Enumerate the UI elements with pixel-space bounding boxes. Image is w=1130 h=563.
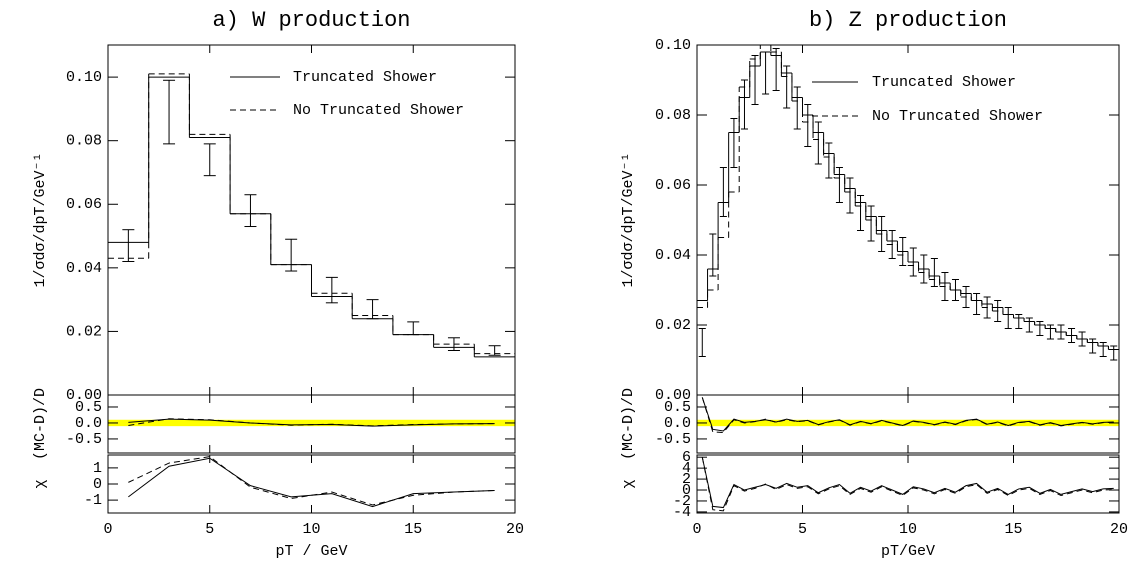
y-tick-label: 0.00 — [66, 387, 102, 404]
legend-label: No Truncated Shower — [872, 108, 1043, 125]
y-tick-label: 0.04 — [655, 247, 691, 264]
x-tick-label: 20 — [506, 521, 524, 538]
y-tick-label: 0.10 — [66, 69, 102, 86]
frame — [107, 454, 516, 514]
y-tick-label: 0.0 — [75, 415, 102, 432]
x-tick-label: 10 — [899, 521, 917, 538]
y-tick-label: 0.5 — [75, 399, 102, 416]
y-tick-label: 4 — [682, 460, 691, 477]
y-axis-label: (MC-D)/D — [32, 388, 49, 460]
legend-label: Truncated Shower — [872, 74, 1016, 91]
x-tick-label: 10 — [302, 521, 320, 538]
x-tick-label: 0 — [103, 521, 112, 538]
x-tick-label: 15 — [404, 521, 422, 538]
y-tick-label: -4 — [673, 504, 691, 521]
y-tick-label: 6 — [682, 449, 691, 466]
series-line — [701, 457, 1114, 512]
series-line — [701, 397, 1114, 434]
legend-label: No Truncated Shower — [293, 102, 464, 119]
frame — [696, 454, 1120, 514]
y-tick-label: 0.5 — [664, 399, 691, 416]
y-tick-label: -0.5 — [655, 431, 691, 448]
legend-label: Truncated Shower — [293, 69, 437, 86]
y-axis-label: (MC-D)/D — [620, 388, 637, 460]
y-tick-label: 1 — [93, 460, 102, 477]
series-line — [128, 418, 495, 427]
chart-title: b) Z production — [809, 8, 1007, 33]
y-axis-label: 1/σdσ/dpT/GeV⁻¹ — [32, 152, 49, 287]
series-line — [128, 457, 495, 508]
series-line — [128, 456, 495, 506]
plot-area — [128, 456, 495, 508]
chart-title: a) W production — [212, 8, 410, 33]
y-axis-label: 1/σdσ/dpT/GeV⁻¹ — [620, 152, 637, 287]
y-tick-label: 0.08 — [655, 107, 691, 124]
y-tick-label: 0.02 — [655, 317, 691, 334]
x-axis-label: pT/GeV — [881, 543, 935, 560]
y-tick-label: -2 — [673, 493, 691, 510]
series-line — [701, 457, 1114, 509]
y-tick-label: -1 — [84, 492, 102, 509]
y-axis-label: χ — [620, 479, 637, 488]
x-tick-label: 20 — [1110, 521, 1128, 538]
y-tick-label: 0.00 — [655, 387, 691, 404]
x-axis-label: pT / GeV — [275, 543, 347, 560]
y-tick-label: 0 — [682, 482, 691, 499]
y-axis-label: χ — [32, 479, 49, 488]
y-tick-label: -0.5 — [66, 431, 102, 448]
frame — [696, 44, 1120, 396]
plot-area — [701, 457, 1114, 512]
y-tick-label: 0.08 — [66, 133, 102, 150]
y-tick-label: 0.02 — [66, 323, 102, 340]
y-tick-label: 0.06 — [655, 177, 691, 194]
plot-area — [108, 418, 515, 427]
x-tick-label: 0 — [692, 521, 701, 538]
y-tick-label: 0.06 — [66, 196, 102, 213]
plot-area — [108, 73, 515, 358]
y-tick-label: 0.10 — [655, 37, 691, 54]
y-tick-label: 0.0 — [664, 415, 691, 432]
y-tick-label: 2 — [682, 471, 691, 488]
x-tick-label: 5 — [798, 521, 807, 538]
y-tick-label: 0 — [93, 476, 102, 493]
y-tick-label: 0.04 — [66, 260, 102, 277]
band — [108, 419, 515, 427]
x-tick-label: 15 — [1004, 521, 1022, 538]
plot-area — [697, 45, 1119, 361]
x-tick-label: 5 — [205, 521, 214, 538]
plot-area — [697, 397, 1119, 434]
